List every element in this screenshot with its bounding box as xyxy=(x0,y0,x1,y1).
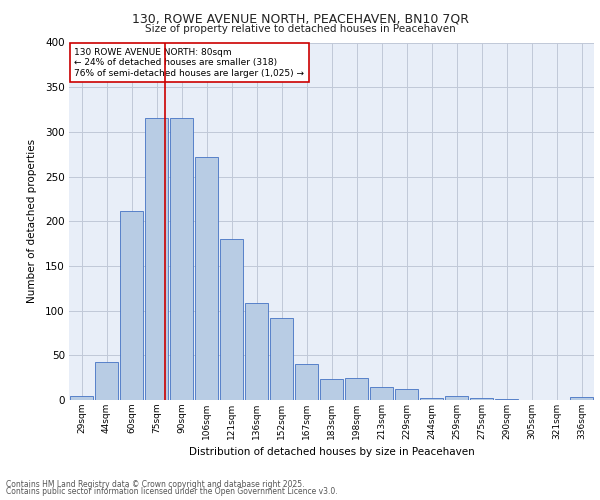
Bar xyxy=(395,390,418,400)
Bar xyxy=(445,396,468,400)
Bar xyxy=(70,396,93,400)
Bar xyxy=(495,399,518,400)
Text: Contains public sector information licensed under the Open Government Licence v3: Contains public sector information licen… xyxy=(6,488,338,496)
Text: Contains HM Land Registry data © Crown copyright and database right 2025.: Contains HM Land Registry data © Crown c… xyxy=(6,480,305,489)
Bar xyxy=(120,210,143,400)
X-axis label: Distribution of detached houses by size in Peacehaven: Distribution of detached houses by size … xyxy=(188,448,475,458)
Bar xyxy=(295,364,318,400)
Bar xyxy=(470,398,493,400)
Bar xyxy=(170,118,193,400)
Bar xyxy=(220,239,243,400)
Bar xyxy=(570,398,593,400)
Y-axis label: Number of detached properties: Number of detached properties xyxy=(27,139,37,304)
Bar xyxy=(270,318,293,400)
Bar xyxy=(420,398,443,400)
Text: 130, ROWE AVENUE NORTH, PEACEHAVEN, BN10 7QR: 130, ROWE AVENUE NORTH, PEACEHAVEN, BN10… xyxy=(131,12,469,26)
Bar xyxy=(145,118,168,400)
Bar xyxy=(345,378,368,400)
Text: Size of property relative to detached houses in Peacehaven: Size of property relative to detached ho… xyxy=(145,24,455,34)
Bar xyxy=(195,157,218,400)
Bar xyxy=(370,386,393,400)
Bar xyxy=(95,362,118,400)
Text: 130 ROWE AVENUE NORTH: 80sqm
← 24% of detached houses are smaller (318)
76% of s: 130 ROWE AVENUE NORTH: 80sqm ← 24% of de… xyxy=(74,48,304,78)
Bar xyxy=(245,304,268,400)
Bar xyxy=(320,380,343,400)
